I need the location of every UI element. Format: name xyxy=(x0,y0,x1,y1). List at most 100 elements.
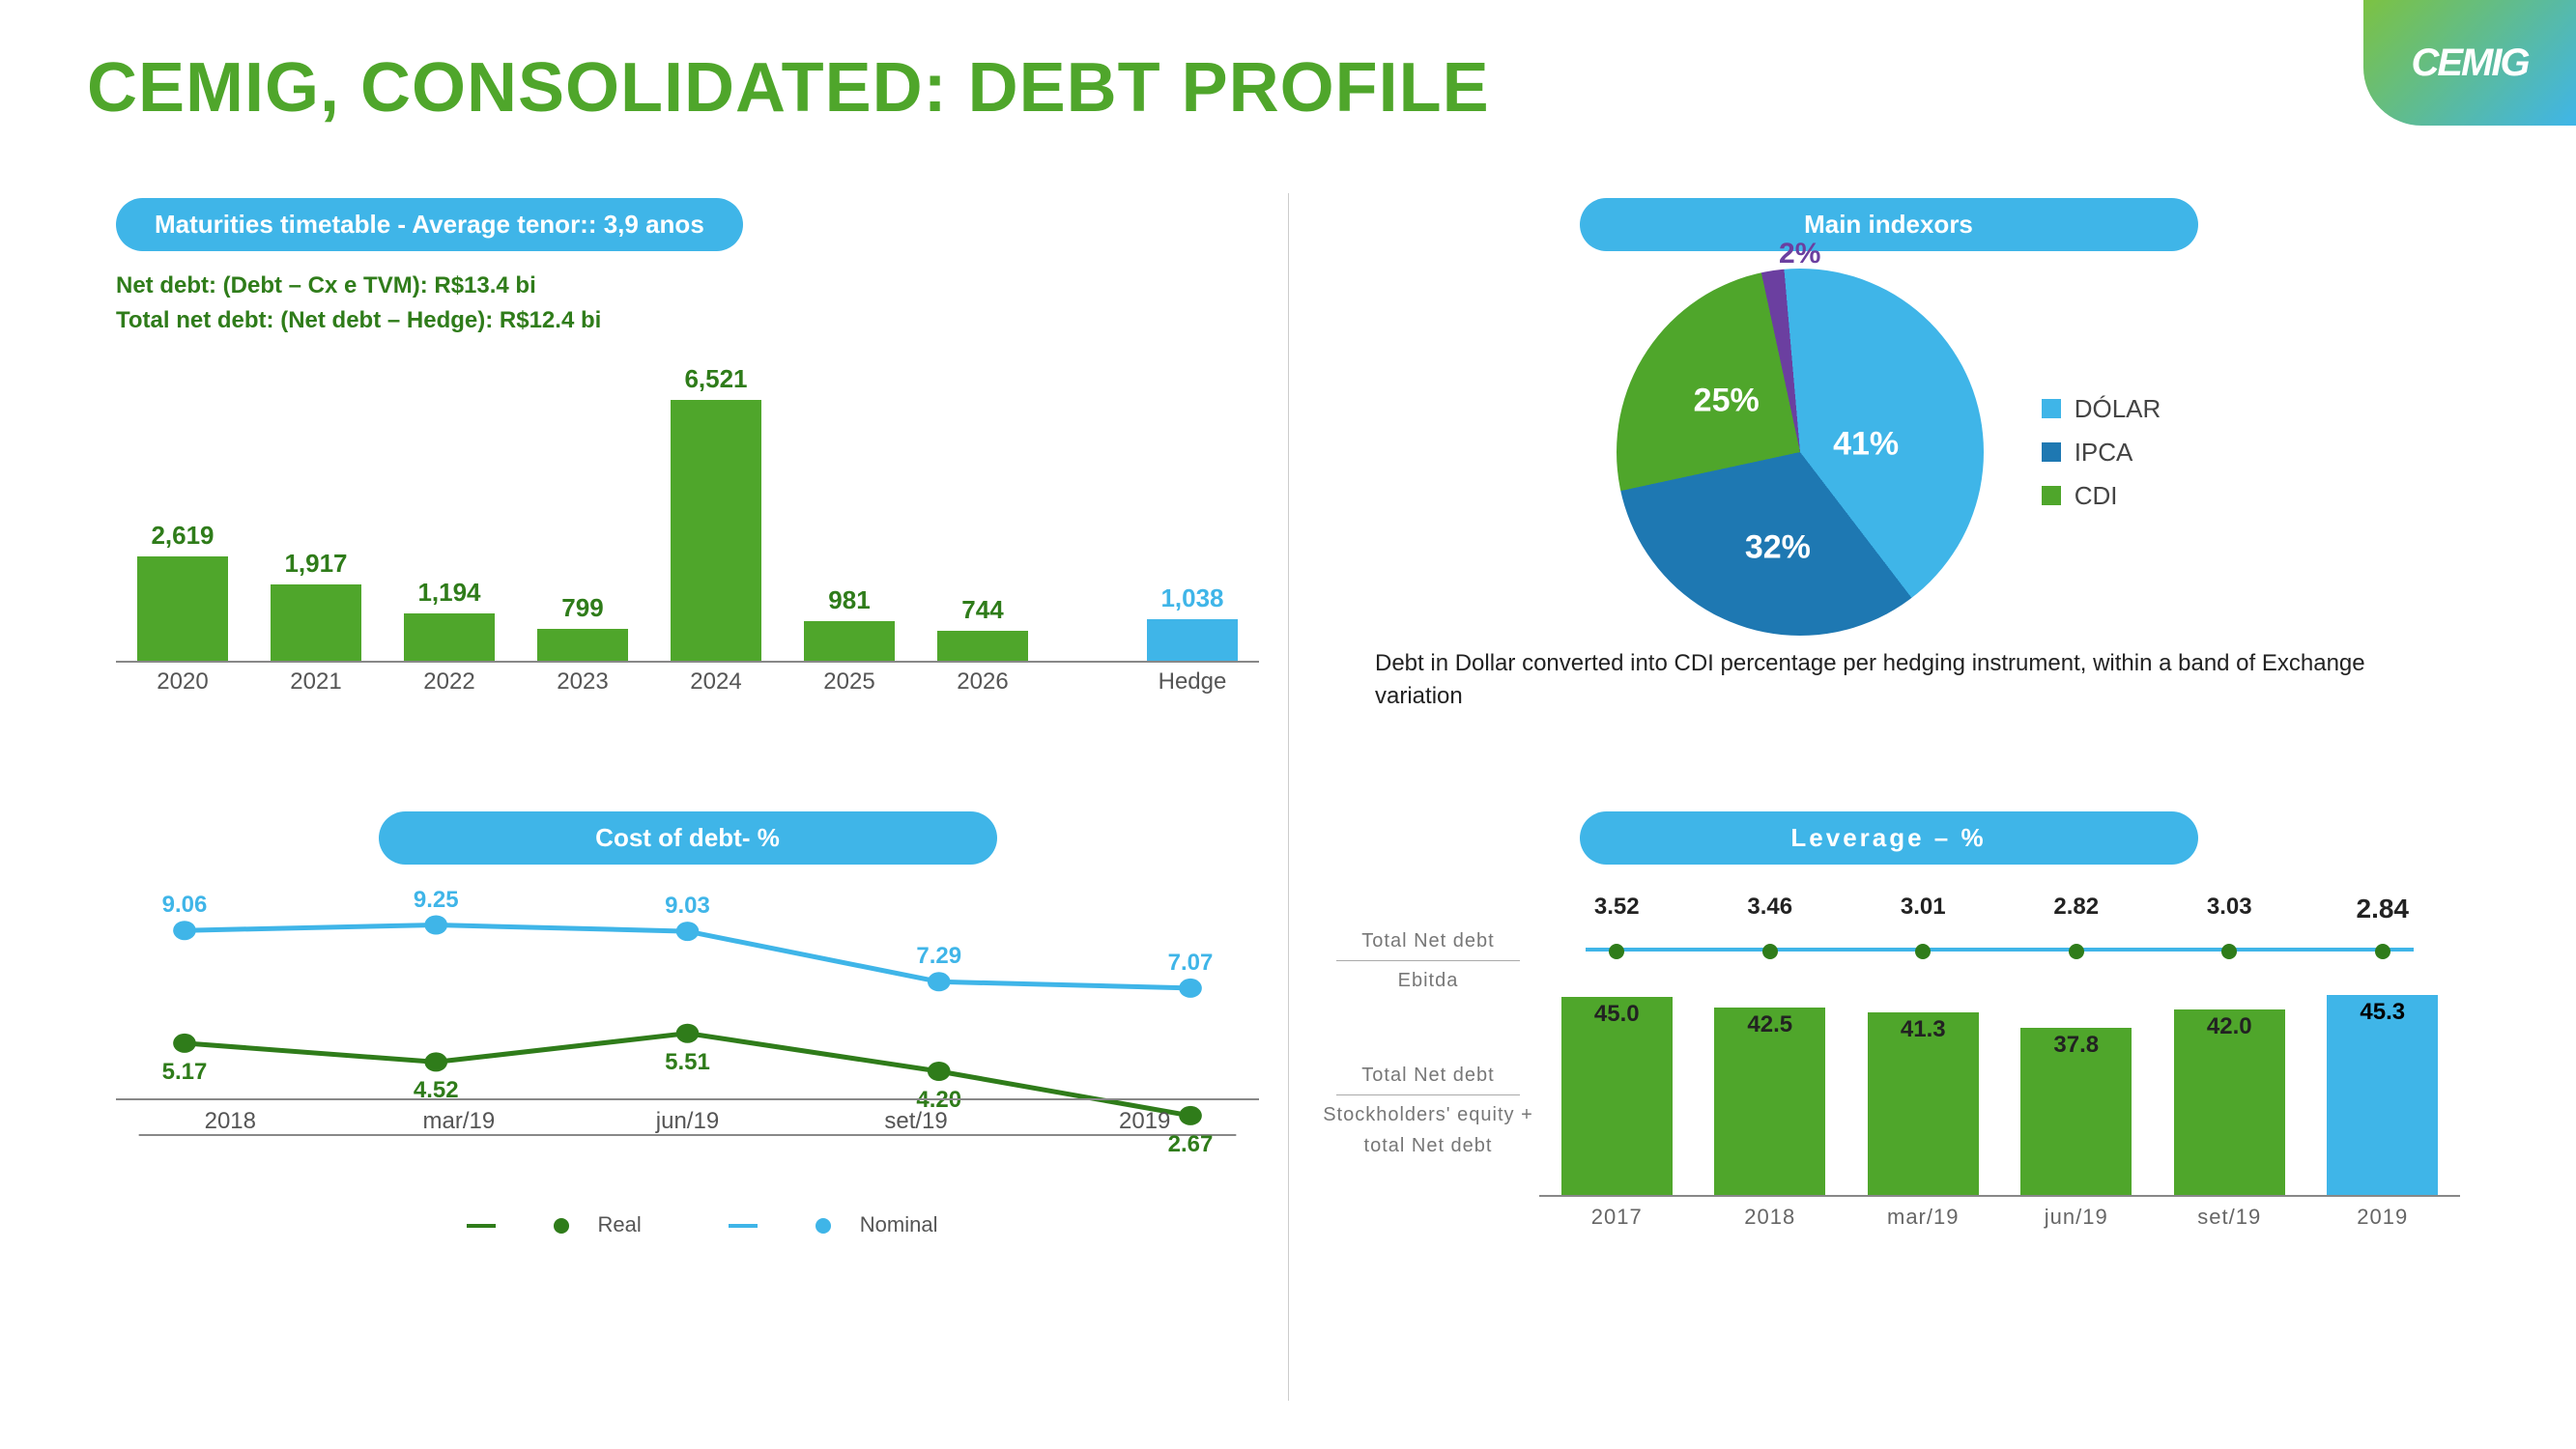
bar-rect xyxy=(271,584,361,661)
line-point-label: 7.07 xyxy=(1168,950,1214,977)
pie-slice-label: 41% xyxy=(1833,426,1899,464)
line-point: 3.46 xyxy=(1703,894,1839,952)
bar-column: 2,6192020 xyxy=(126,521,240,661)
ratio-top-numerator: Total Net debt xyxy=(1317,925,1539,956)
bar-column: 1,038Hedge xyxy=(1135,583,1249,661)
bar-column: 6,5212024 xyxy=(659,364,773,661)
bar-category-label: Hedge xyxy=(1135,668,1249,696)
bar-column: 41.3mar/19 xyxy=(1855,1012,1991,1195)
line-point: 3.52 xyxy=(1549,894,1685,952)
line-marker xyxy=(1762,944,1778,959)
line-value-label: 3.52 xyxy=(1549,894,1685,921)
x-axis-label: mar/19 xyxy=(345,1098,574,1137)
logo-text: CEMIG xyxy=(2411,42,2528,85)
bar-column: 45.32019 xyxy=(2315,995,2451,1195)
legend-item: CDI xyxy=(2042,481,2161,511)
pill-maturities: Maturities timetable - Average tenor:: 3… xyxy=(116,198,743,251)
bar-value-label: 41.3 xyxy=(1901,1016,1946,1043)
bar-column: 1,9172021 xyxy=(259,549,373,661)
line-point: 2.82 xyxy=(2009,894,2145,952)
legend-swatch xyxy=(2042,442,2061,462)
panel-leverage: Leverage – % Total Net debt Ebitda Total… xyxy=(1288,797,2489,1410)
leverage-chart: 3.523.463.012.823.032.84 45.0201742.5201… xyxy=(1539,894,2460,1241)
line-point-label: 9.03 xyxy=(665,893,710,920)
bar-category-label: jun/19 xyxy=(2009,1205,2145,1230)
bar-column: 37.8jun/19 xyxy=(2009,1028,2145,1195)
cost-of-debt-legend: RealNominal xyxy=(116,1212,1259,1237)
bar-column: 1,1942022 xyxy=(392,578,506,661)
bar-rect xyxy=(537,629,628,661)
bar-category-label: 2024 xyxy=(659,668,773,696)
pill-cost-of-debt: Cost of debt- % xyxy=(379,811,997,865)
bar-category-label: 2017 xyxy=(1549,1205,1685,1230)
logo-corner: CEMIG xyxy=(2363,0,2576,126)
line-point-label: 9.06 xyxy=(162,892,208,919)
legend-item: IPCA xyxy=(2042,438,2161,468)
bar-value-label: 2,619 xyxy=(151,521,214,551)
bar-value-label: 42.5 xyxy=(1747,1011,1792,1038)
bar-column: 7992023 xyxy=(526,593,640,661)
ratio-bot-numerator: Total Net debt xyxy=(1317,1060,1539,1091)
total-net-debt-value: R$12.4 bi xyxy=(500,307,601,333)
pie-slice-label: 32% xyxy=(1745,528,1811,566)
bar-category-label: mar/19 xyxy=(1855,1205,1991,1230)
bar-category-label: 2023 xyxy=(526,668,640,696)
bar-value-label: 45.3 xyxy=(2360,999,2405,1026)
net-debt-formula: (Debt – Cx e TVM): xyxy=(223,272,428,298)
line-value-label: 3.46 xyxy=(1703,894,1839,921)
bar-value-label: 6,521 xyxy=(684,364,747,394)
legend-label: CDI xyxy=(2075,481,2118,511)
bar-value-label: 42.0 xyxy=(2207,1013,2252,1040)
bar-value-label: 744 xyxy=(961,595,1003,625)
line-marker xyxy=(2069,944,2084,959)
line-point-label: 5.51 xyxy=(665,1049,710,1076)
line-point-label: 9.25 xyxy=(414,887,459,914)
bar-category-label: set/19 xyxy=(2161,1205,2298,1230)
indexors-legend: DÓLAR IPCA CDI xyxy=(2042,381,2161,525)
net-debt-text: Net debt: (Debt – Cx e TVM): R$13.4 bi T… xyxy=(116,269,1259,338)
ratio-divider xyxy=(1336,960,1520,961)
panel-indexors: Main indexors 41%32%25%2% DÓLARIPCACDI D… xyxy=(1288,184,2489,797)
bar-value-label: 37.8 xyxy=(2053,1032,2099,1059)
line-marker xyxy=(2221,944,2237,959)
line-point: 3.01 xyxy=(1855,894,1991,952)
page-title: CEMIG, CONSOLIDATED: DEBT PROFILE xyxy=(87,48,1490,128)
bar-category-label: 2021 xyxy=(259,668,373,696)
bar-column: 7442026 xyxy=(926,595,1040,661)
leverage-line xyxy=(1586,948,2415,952)
bar-value-label: 799 xyxy=(561,593,603,623)
maturities-bar-chart: 2,61920201,91720211,194202279920236,5212… xyxy=(116,357,1259,705)
x-axis-label: set/19 xyxy=(802,1098,1031,1137)
pill-leverage: Leverage – % xyxy=(1580,811,2198,865)
bar-rect xyxy=(804,621,895,661)
bar-category-label: 2018 xyxy=(1703,1205,1839,1230)
total-net-debt-formula: (Net debt – Hedge): xyxy=(280,307,493,333)
line-value-label: 3.01 xyxy=(1855,894,1991,921)
indexors-note: Debt in Dollar converted into CDI percen… xyxy=(1317,647,2460,712)
line-point-label: 5.17 xyxy=(162,1059,208,1086)
legend-item: DÓLAR xyxy=(2042,394,2161,424)
dashboard-grid: Maturities timetable - Average tenor:: 3… xyxy=(87,184,2489,1410)
net-debt-label: Net debt: xyxy=(116,272,216,298)
indexors-pie-chart: 41%32%25%2% xyxy=(1617,269,1984,636)
net-debt-value: R$13.4 bi xyxy=(434,272,535,298)
line-marker xyxy=(2375,944,2390,959)
bar-column: 45.02017 xyxy=(1549,997,1685,1195)
bar-category-label: 2025 xyxy=(792,668,906,696)
bar-category-label: 2020 xyxy=(126,668,240,696)
panel-cost-of-debt: Cost of debt- % 9.06 9.25 9.03 7.29 7.07 5.17… xyxy=(87,797,1288,1410)
legend-item: Nominal xyxy=(700,1212,938,1236)
bar-column: 42.0set/19 xyxy=(2161,1009,2298,1195)
pill-indexors: Main indexors xyxy=(1580,198,2198,251)
line-value-label: 3.03 xyxy=(2161,894,2298,921)
bar-rect xyxy=(404,613,495,661)
total-net-debt-label: Total net debt: xyxy=(116,307,274,333)
bar-value-label: 1,917 xyxy=(284,549,347,579)
bar-value-label: 1,038 xyxy=(1160,583,1223,613)
bar-rect xyxy=(1147,619,1238,661)
line-point-label: 7.29 xyxy=(916,943,961,970)
bar-value-label: 981 xyxy=(828,585,870,615)
bar-value-label: 45.0 xyxy=(1594,1001,1640,1028)
ratio-bot-denominator: Stockholders' equity + total Net debt xyxy=(1317,1099,1539,1161)
line-marker xyxy=(1609,944,1624,959)
